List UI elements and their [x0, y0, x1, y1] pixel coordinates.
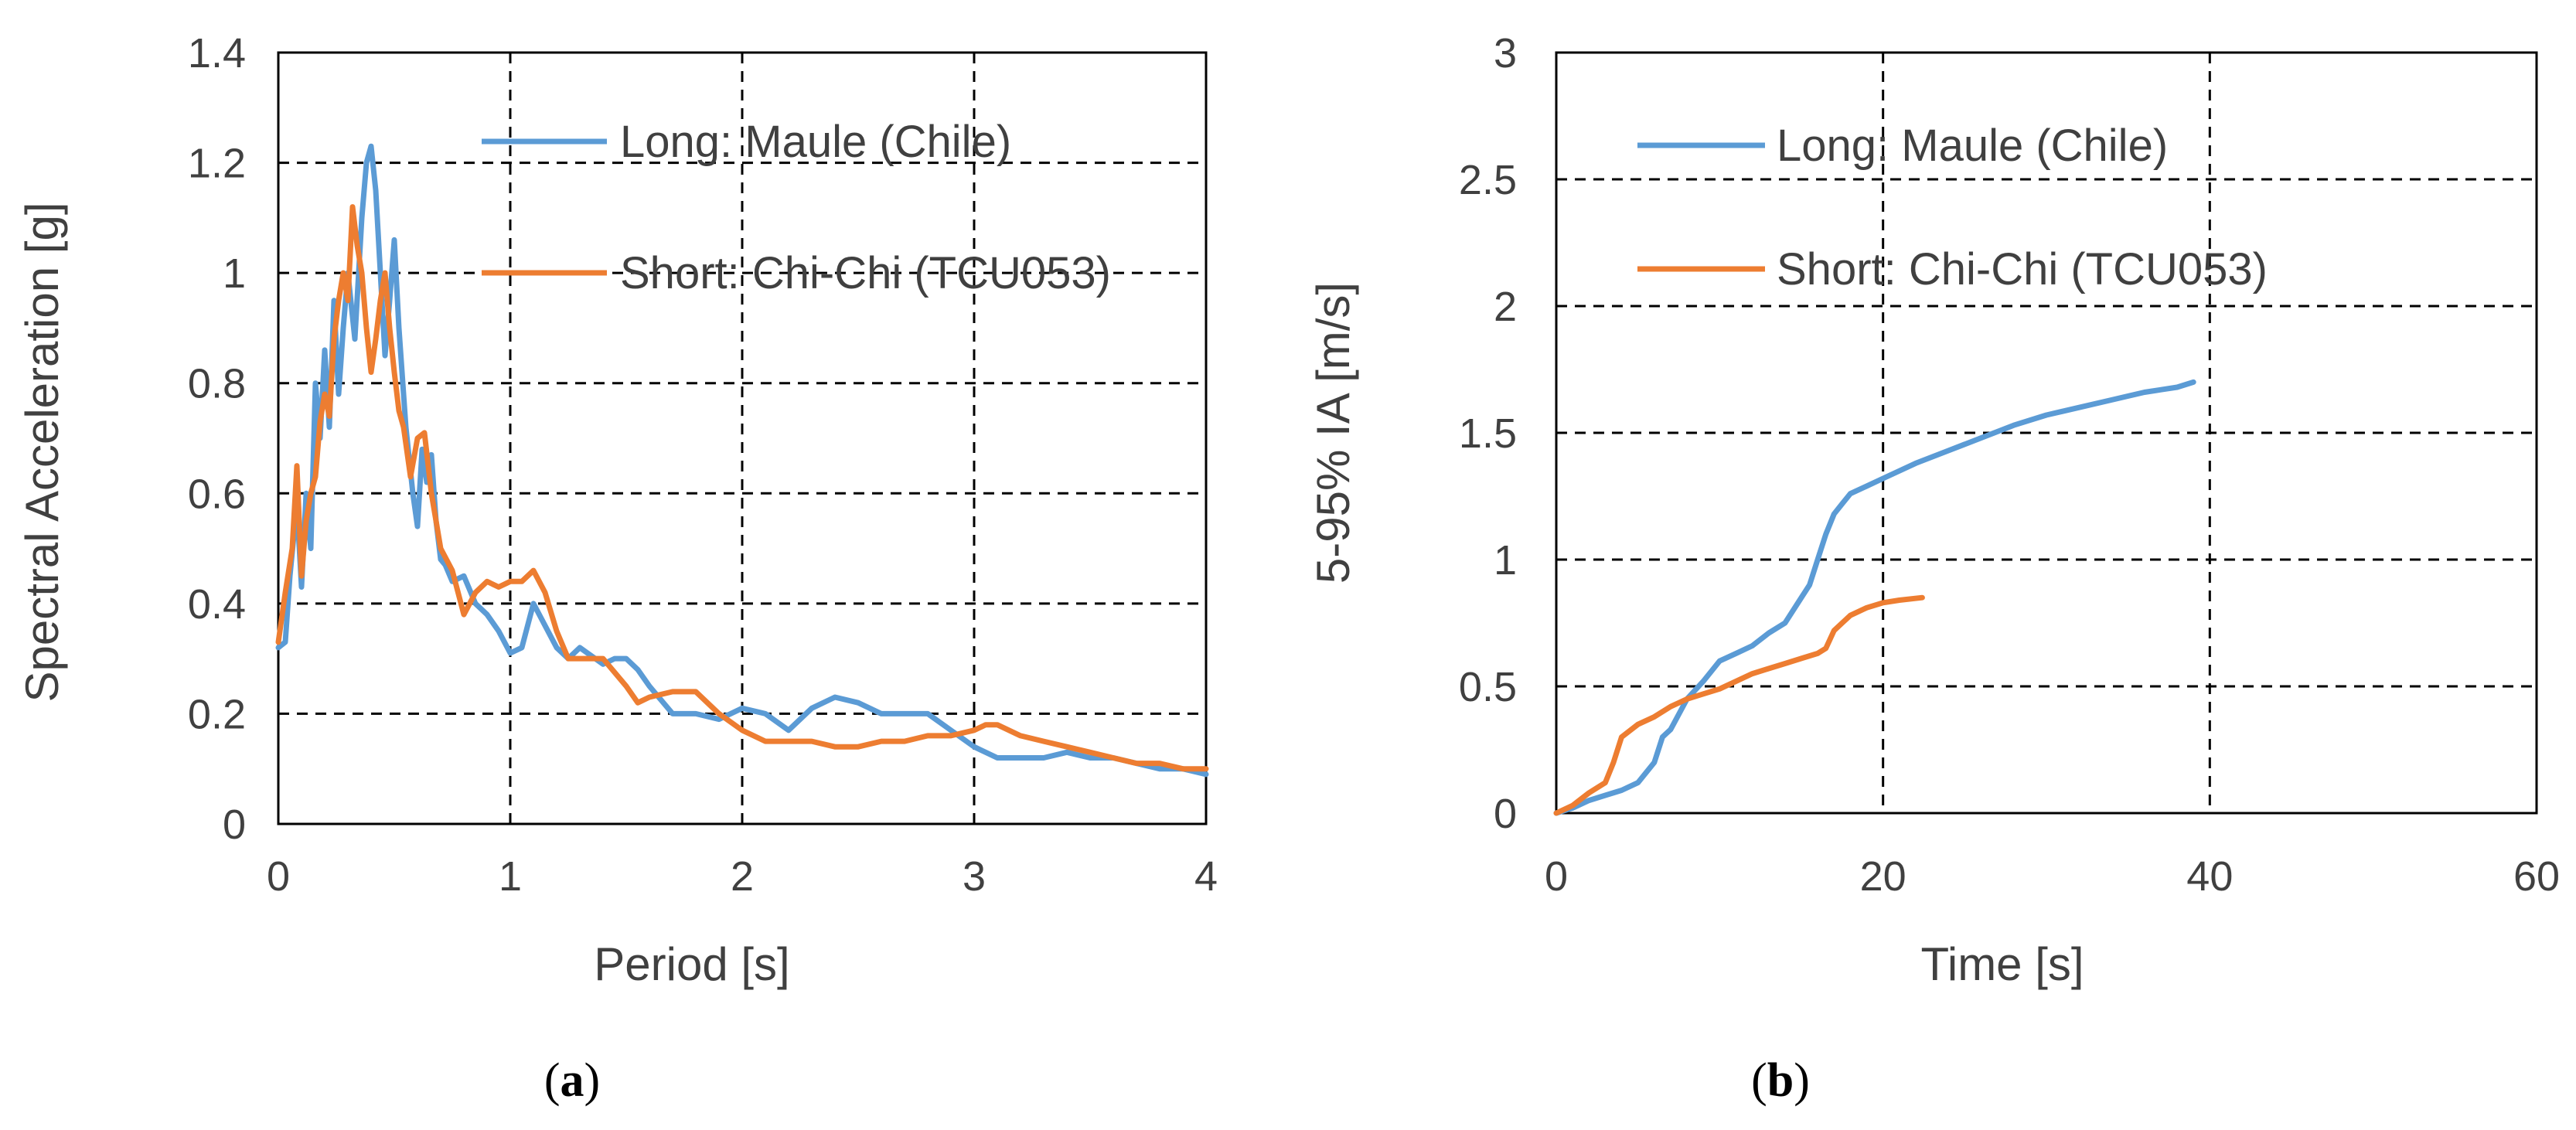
panel-b-x-axis-title: Time [s]	[1920, 938, 2084, 990]
panel-a-y-tick-label: 0.6	[188, 471, 246, 517]
panel-b-x-tick-label: 20	[1860, 853, 1906, 900]
panel-a-x-tick-label: 2	[731, 853, 754, 900]
panel-a-series-line-maule	[275, 143, 1209, 778]
panel-b-x-tick-label: 60	[2513, 853, 2560, 900]
panel-b-x-ticks: 0 20 40 60	[1545, 853, 2560, 900]
panel-a-y-tick-label: 0	[223, 802, 246, 848]
panel-b-x-tick-label: 40	[2186, 853, 2233, 900]
panel-b: 0 0.5 1 1.5 2 2.5 3 0 20 40 60 Time [s] 5-95% IA …	[1307, 30, 2560, 1107]
panel-a-x-axis-title: Period [s]	[594, 938, 789, 990]
panel-a-gridlines	[278, 53, 1206, 824]
panel-b-gridlines	[1556, 53, 2537, 813]
panel-a-y-tick-label: 1	[223, 250, 246, 297]
panel-a-series	[275, 143, 1209, 778]
panel-a-x-ticks: 0 1 2 3 4	[267, 853, 1218, 900]
panel-b-legend: Long: Maule (Chile) Short: Chi-Chi (TCU0…	[1637, 121, 2268, 294]
panel-a-x-tick-label: 3	[963, 853, 986, 900]
panel-b-y-tick-label: 0	[1494, 791, 1517, 837]
panel-b-plot-area	[1555, 51, 2538, 815]
panel-a-y-tick-label: 0.4	[188, 581, 246, 628]
panel-a-plot-area	[277, 51, 1208, 825]
panel-a-caption: (a)	[544, 1054, 600, 1107]
panel-b-series-line-maule	[1553, 379, 2196, 816]
panel-a: 0 0.2 0.4 0.6 0.8 1 1.2 1.4 0 1 2 3 4 Period [s] Sp…	[16, 30, 1218, 1107]
panel-a-legend-label-chichi: Short: Chi-Chi (TCU053)	[620, 248, 1111, 298]
panel-a-series-line-chichi	[275, 204, 1209, 772]
panel-a-y-ticks: 0 0.2 0.4 0.6 0.8 1 1.2 1.4	[188, 30, 246, 848]
panel-a-y-tick-label: 1.2	[188, 141, 246, 187]
panel-b-caption: (b)	[1751, 1054, 1810, 1107]
panel-b-y-tick-label: 2	[1494, 284, 1517, 330]
panel-b-x-tick-label: 0	[1545, 853, 1568, 900]
panel-b-legend-label-chichi: Short: Chi-Chi (TCU053)	[1777, 244, 2268, 294]
panel-b-y-tick-label: 2.5	[1459, 157, 1517, 203]
panel-b-y-tick-label: 3	[1494, 30, 1517, 77]
panel-a-y-tick-label: 0.8	[188, 361, 246, 407]
panel-b-y-tick-label: 1.5	[1459, 410, 1517, 457]
panel-b-legend-label-maule: Long: Maule (Chile)	[1777, 121, 2168, 171]
panel-a-y-axis-title: Spectral Acceleration [g]	[16, 202, 68, 702]
panel-a-legend: Long: Maule (Chile) Short: Chi-Chi (TCU0…	[482, 117, 1111, 298]
panel-b-series-line-chichi	[1553, 594, 1925, 816]
panel-a-x-tick-label: 0	[267, 853, 290, 900]
panel-a-y-tick-label: 0.2	[188, 691, 246, 737]
panel-a-legend-label-maule: Long: Maule (Chile)	[620, 117, 1011, 167]
panel-b-y-ticks: 0 0.5 1 1.5 2 2.5 3	[1459, 30, 1517, 837]
panel-b-series	[1553, 379, 2196, 816]
panel-b-y-axis-title: 5-95% IA [m/s]	[1307, 282, 1359, 584]
panel-b-y-tick-label: 0.5	[1459, 664, 1517, 710]
panel-a-x-tick-label: 4	[1194, 853, 1218, 900]
panel-a-x-tick-label: 1	[499, 853, 522, 900]
panel-a-y-tick-label: 1.4	[188, 30, 246, 77]
panel-b-y-tick-label: 1	[1494, 537, 1517, 584]
